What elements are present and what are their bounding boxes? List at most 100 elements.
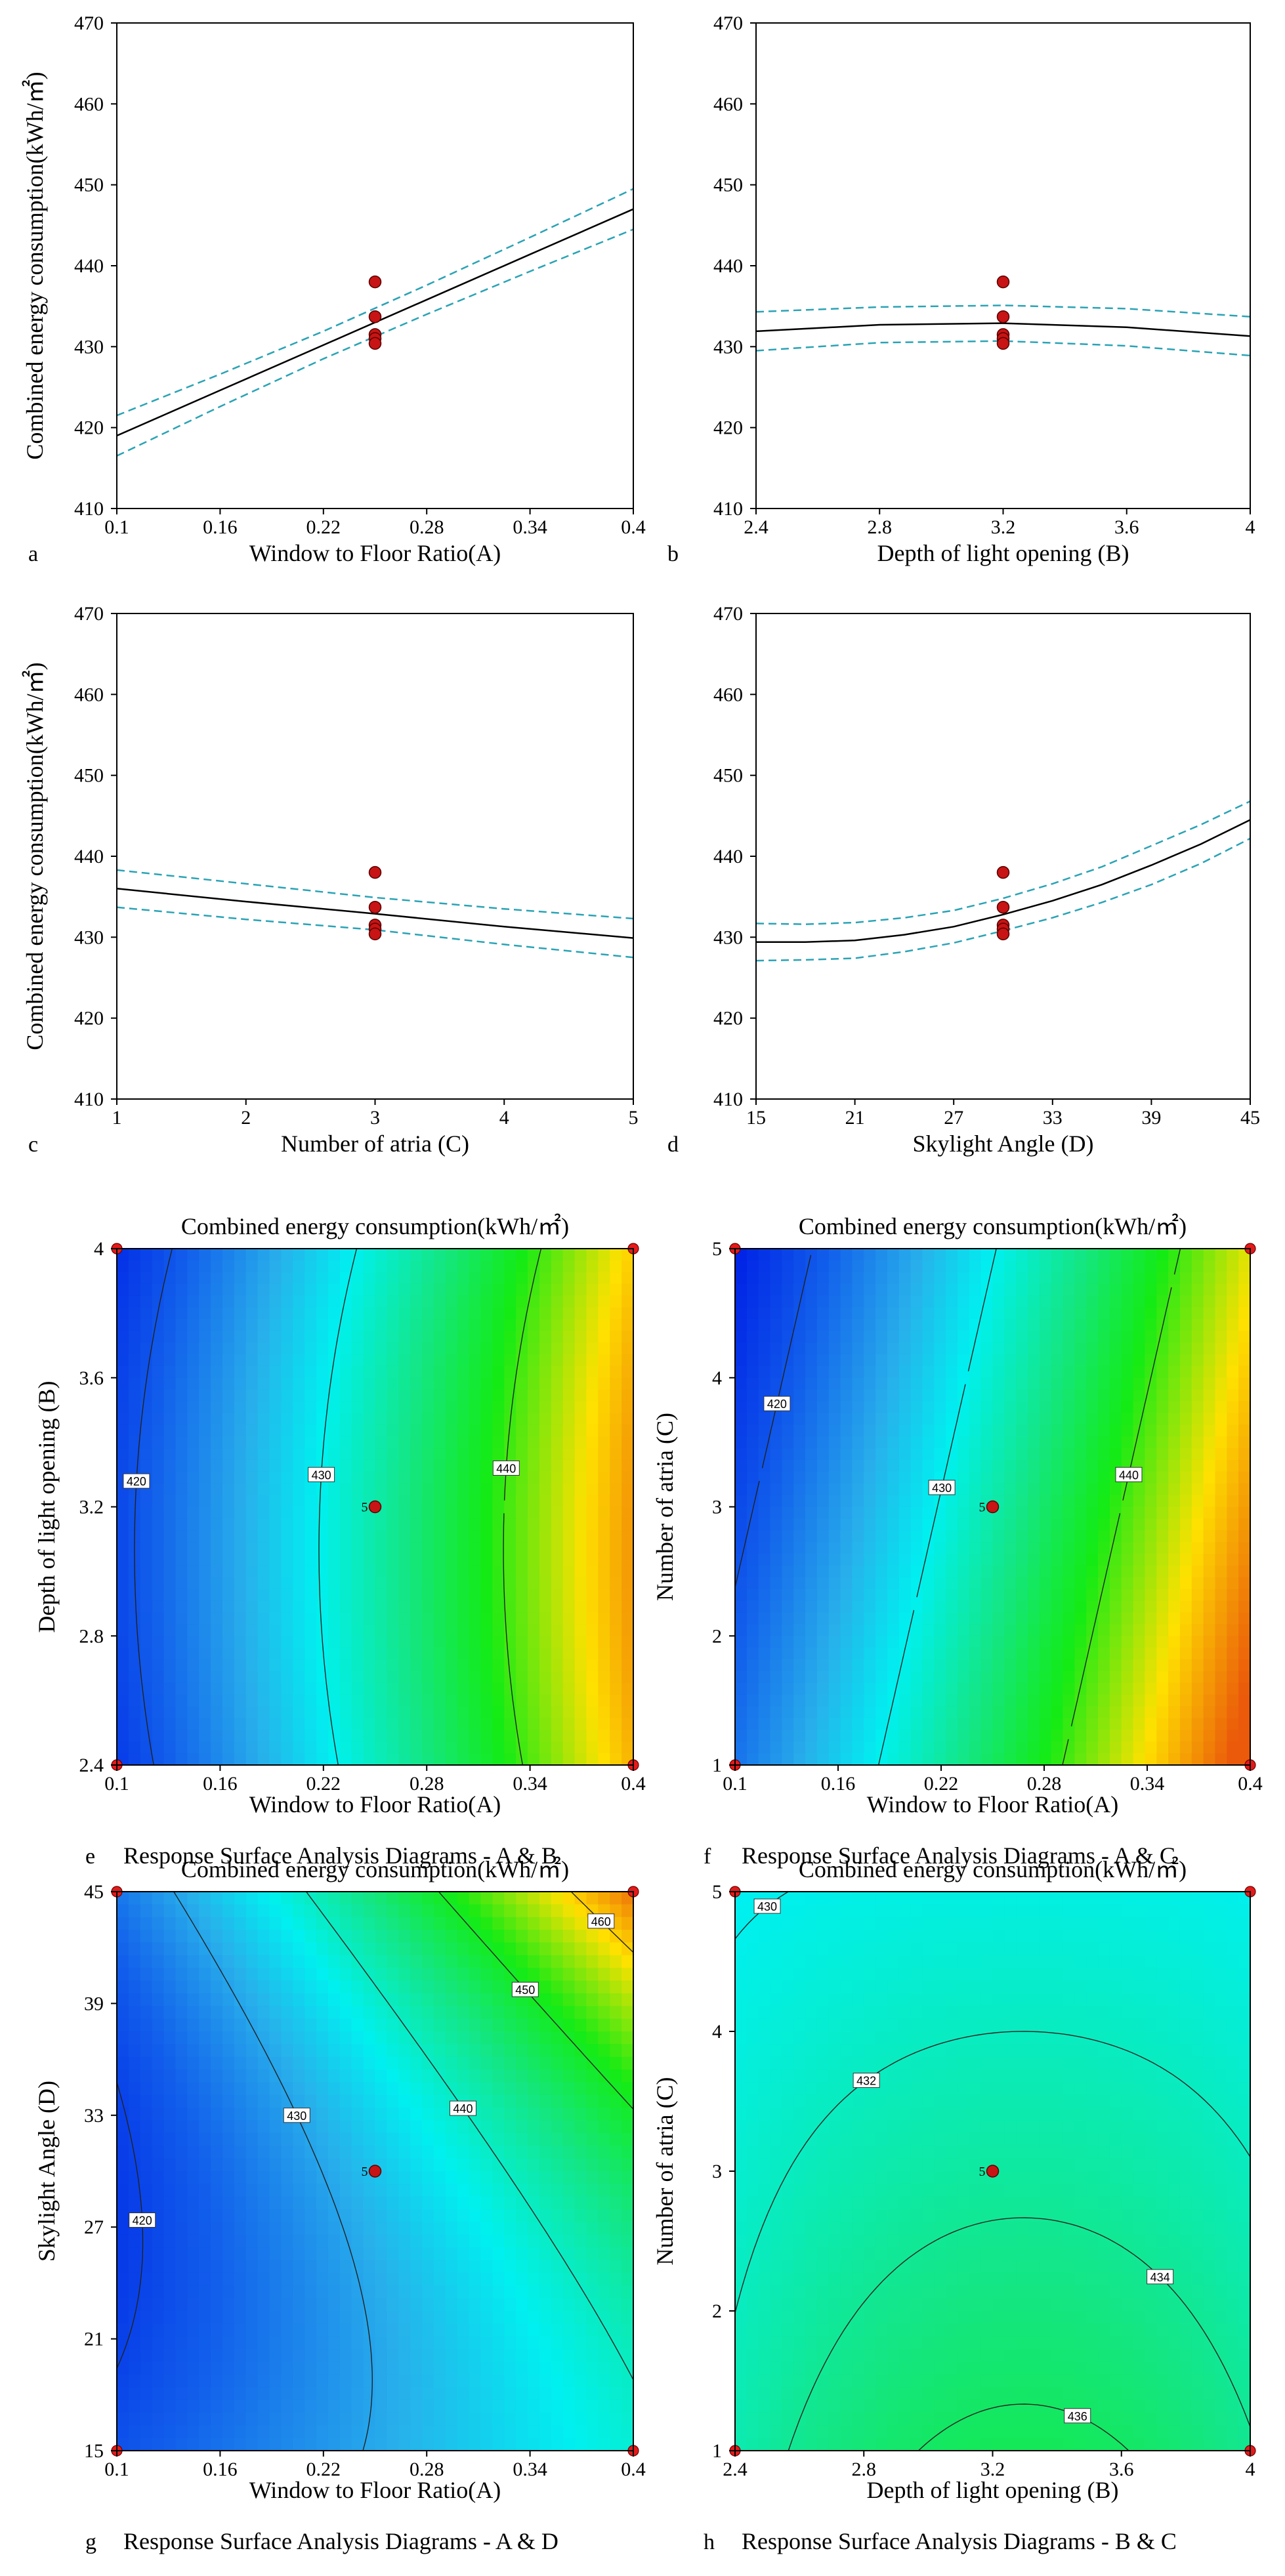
surface-cell (551, 1483, 564, 1496)
surface-cell (199, 1401, 211, 1414)
surface-cell (222, 2031, 235, 2045)
surface-cell (957, 1424, 970, 1437)
surface-cell (1133, 1636, 1146, 1648)
surface-cell (1191, 1565, 1204, 1578)
surface-cell (445, 1741, 458, 1754)
surface-cell (152, 2120, 165, 2134)
surface-cell (852, 1730, 865, 1743)
surface-cell (1086, 1377, 1099, 1390)
surface-cell (875, 1272, 888, 1285)
surface-cell (163, 2094, 177, 2108)
surface-cell (735, 1283, 748, 1297)
surface-cell (957, 1577, 970, 1590)
surface-cell (363, 1283, 376, 1297)
surface-cell (598, 1518, 611, 1531)
surface-cell (305, 1354, 317, 1367)
surface-cell (758, 1741, 771, 1754)
surface-cell (1238, 1471, 1251, 1484)
surface-cell (1227, 1354, 1239, 1367)
surface-cell (1098, 1741, 1110, 1754)
surface-cell (245, 1342, 259, 1355)
surface-cell (422, 1424, 434, 1437)
surface-cell (1028, 1342, 1040, 1355)
surface-cell (887, 1659, 900, 1672)
surface-cell (1168, 1577, 1181, 1590)
surface-cell (281, 1565, 294, 1578)
surface-cell (782, 1272, 794, 1285)
surface-cell (339, 1413, 352, 1426)
surface-cell (782, 1377, 794, 1390)
surface-cell (117, 1741, 129, 1754)
surface-cell (1191, 1260, 1204, 1273)
surface-cell (898, 1577, 912, 1590)
surface-cell (1109, 1741, 1122, 1754)
surface-cell (528, 1659, 540, 1672)
surface-cell (269, 1377, 282, 1390)
surface-cell (1098, 1354, 1110, 1367)
surface-cell (152, 2031, 165, 2045)
surface-cell (770, 1483, 783, 1496)
surface-cell (234, 1753, 247, 1766)
surface-cell (610, 1436, 622, 1449)
surface-cell (316, 1624, 329, 1637)
surface-cell (992, 1459, 1005, 1472)
surface-cell (1086, 1471, 1099, 1484)
surface-cell (1039, 1554, 1052, 1566)
surface-cell (980, 1331, 994, 1343)
surface-cell (398, 1565, 411, 1578)
surface-cell (1145, 1518, 1158, 1531)
surface-cell (1074, 1365, 1087, 1379)
surface-cell (199, 1249, 211, 1261)
surface-cell (969, 1295, 982, 1308)
surface-cell (128, 1682, 141, 1695)
surface-cell (128, 1904, 141, 1918)
surface-cell (1191, 1530, 1204, 1543)
surface-cell (770, 1413, 783, 1426)
surface-cell (887, 1471, 900, 1484)
surface-cell (339, 2374, 352, 2388)
surface-cell (898, 1730, 912, 1743)
surface-cell (1168, 1506, 1181, 1520)
surface-cell (234, 2132, 247, 2147)
surface-cell (610, 1389, 622, 1402)
surface-cell (1004, 1365, 1017, 1379)
surface-cell (445, 1495, 458, 1508)
surface-cell (398, 1295, 411, 1308)
surface-cell (746, 1471, 759, 1484)
surface-cell (234, 1377, 247, 1390)
surface-cell (269, 1993, 282, 2007)
surface-cell (410, 1459, 423, 1472)
surface-cell (175, 2006, 188, 2020)
surface-cell (957, 1377, 970, 1390)
surface-cell (351, 1249, 364, 1261)
surface-cell (480, 1260, 494, 1273)
surface-cell (128, 1718, 141, 1731)
surface-cell (1133, 1565, 1146, 1578)
surface-cell (187, 1577, 200, 1590)
surface-cell (187, 1424, 200, 1437)
surface-cell (828, 1600, 841, 1613)
surface-cell (128, 1495, 141, 1508)
surface-cell (245, 1554, 259, 1566)
surface-cell (422, 1471, 434, 1484)
surface-cell (211, 1377, 223, 1390)
surface-cell (469, 1331, 482, 1343)
surface-cell (433, 1319, 446, 1332)
surface-cell (375, 1530, 388, 1543)
surface-cell (257, 1955, 270, 1968)
surface-cell (1086, 1577, 1099, 1590)
surface-cell (327, 2069, 341, 2083)
surface-cell (293, 2374, 305, 2388)
surface-cell (305, 2234, 317, 2248)
surface-cell (398, 1718, 411, 1731)
surface-cell (293, 2387, 305, 2401)
surface-cell (828, 1471, 841, 1484)
surface-cell (1168, 1554, 1181, 1566)
surface-cell (516, 1448, 528, 1461)
surface-cell (351, 1741, 364, 1754)
surface-cell (199, 1624, 211, 1637)
surface-cell (269, 1741, 282, 1754)
surface-cell (574, 1600, 587, 1613)
surface-cell (957, 1612, 970, 1625)
surface-cell (840, 1518, 853, 1531)
